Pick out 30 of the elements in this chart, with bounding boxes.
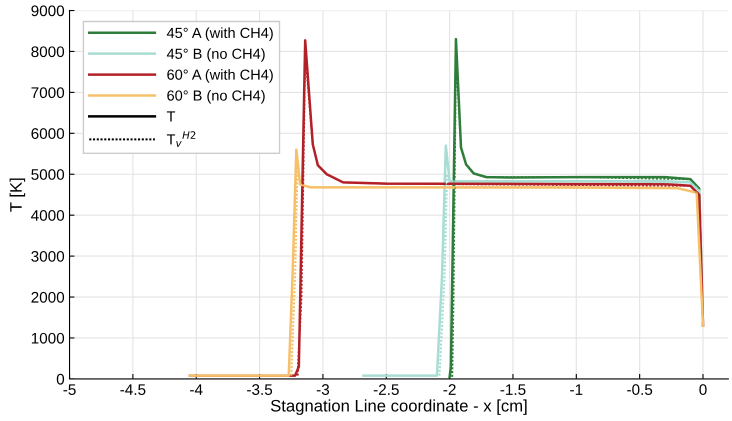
x-tick-label: -2: [444, 384, 456, 395]
y-tick-label: 9000: [31, 5, 64, 16]
x-tick-label: -3: [316, 384, 330, 395]
x-tick-label: -0.5: [627, 384, 652, 395]
y-tick-label: 8000: [31, 46, 64, 58]
legend-label: 60° B (no CH4): [167, 90, 265, 104]
x-axis-title: Stagnation Line coordinate - x [cm]: [270, 399, 527, 415]
x-tick-label: -4.5: [120, 384, 146, 395]
legend-label: T: [166, 111, 176, 122]
y-tick-label: 2000: [31, 292, 64, 303]
y-tick-label: 3000: [31, 250, 64, 262]
x-tick-label: -1.5: [500, 384, 526, 395]
x-tick-label: -4: [190, 384, 203, 395]
line-series: [188, 148, 704, 377]
legend-label: 45° B (no CH4): [166, 48, 265, 62]
y-tick-label: 0: [56, 374, 64, 385]
y-axis-title: T [K]: [10, 178, 26, 212]
x-tick-label: 0: [699, 384, 707, 395]
y-tick-label: 4000: [31, 210, 64, 221]
y-tick-label: 7000: [31, 87, 64, 98]
y-tick-label: 1000: [32, 332, 64, 344]
x-tick-label: -5: [63, 384, 76, 395]
legend-label: 60° A (with CH4): [167, 69, 273, 83]
y-tick-label: 5000: [31, 169, 64, 180]
x-tick-label: -1: [570, 384, 582, 395]
y-tick-label: 6000: [31, 128, 64, 140]
x-tick-label: -3.5: [247, 384, 272, 395]
legend-label: 45° A (with CH4): [166, 27, 273, 41]
legend-label: T$_{v}$$^{H2}$: [166, 131, 196, 147]
x-tick-label: -2.5: [374, 384, 399, 395]
